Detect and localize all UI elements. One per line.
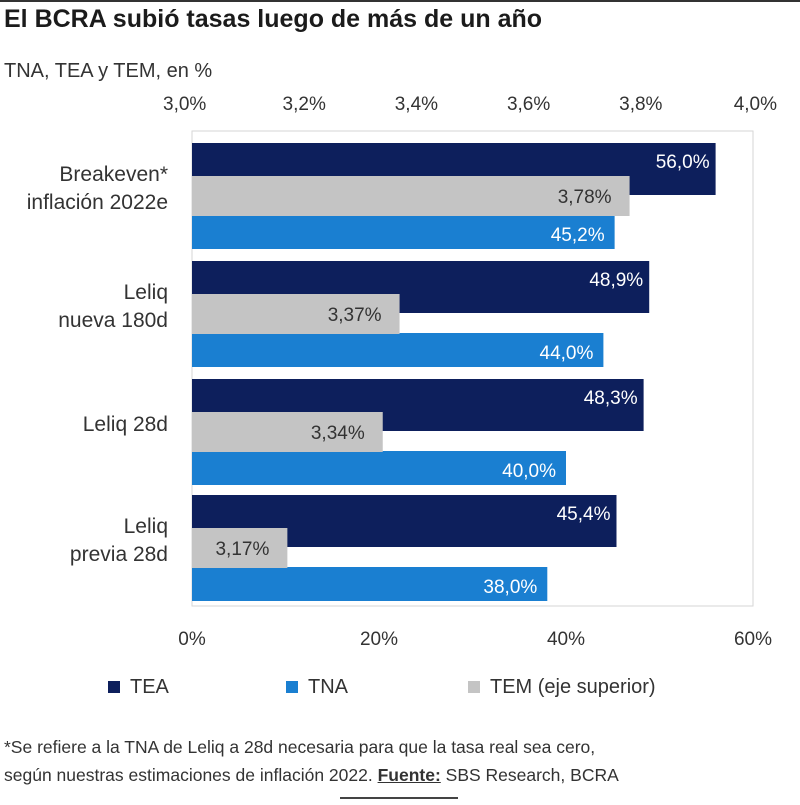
- bar-tem: [192, 412, 383, 452]
- bottom-axis-tick-label: 20%: [360, 629, 398, 650]
- legend-item-tna: TNA: [286, 672, 348, 702]
- data-label-tea: 45,4%: [557, 504, 611, 525]
- category-label: Leliq 28d: [83, 413, 168, 436]
- data-label-tem: 3,78%: [558, 187, 612, 208]
- bar-tem: [192, 294, 400, 334]
- bar-tem: [192, 528, 288, 568]
- legend-swatch-tea: [108, 681, 120, 693]
- category-label: Breakeven*: [59, 163, 168, 186]
- footnote-line-1: *Se refiere a la TNA de Leliq a 28d nece…: [4, 737, 596, 757]
- top-axis-tick-label: 3,0%: [163, 94, 206, 115]
- bottom-axis-tick-label: 40%: [547, 629, 585, 650]
- category-label: Leliq: [124, 515, 168, 538]
- data-label-tna: 40,0%: [502, 461, 556, 482]
- data-label-tna: 45,2%: [551, 225, 605, 246]
- category-label: nueva 180d: [58, 309, 168, 332]
- data-label-tna: 44,0%: [540, 343, 594, 364]
- chart-subtitle: TNA, TEA y TEM, en %: [4, 60, 213, 82]
- footnote-line-2-text: según nuestras estimaciones de inflación…: [4, 765, 378, 785]
- data-label-tea: 48,9%: [589, 270, 643, 291]
- chart-title: El BCRA subió tasas luego de más de un a…: [4, 5, 543, 33]
- source-text: SBS Research, BCRA: [440, 765, 619, 785]
- data-label-tem: 3,37%: [328, 305, 382, 326]
- legend-label-tna: TNA: [308, 675, 348, 698]
- category-label: inflación 2022e: [27, 191, 168, 214]
- bar-tna: [192, 215, 615, 249]
- bar-chart: 3,0% 3,2% 3,4% 3,6% 3,8% 4,0% 0% 20% 40% 60% Break…: [27, 94, 777, 650]
- legend-label-tea: TEA: [130, 675, 169, 698]
- footnote-line-2: según nuestras estimaciones de inflación…: [4, 761, 794, 789]
- legend: TEA TNA TEM (eje superior): [0, 672, 800, 702]
- bottom-divider: [340, 797, 458, 805]
- data-label-tea: 48,3%: [584, 388, 638, 409]
- bottom-axis-tick-label: 0%: [178, 629, 206, 650]
- bottom-axis-tick-label: 60%: [734, 629, 772, 650]
- legend-swatch-tna: [286, 681, 298, 693]
- data-label-tna: 38,0%: [483, 577, 537, 598]
- data-label-tem: 3,34%: [311, 423, 365, 444]
- data-label-tem: 3,17%: [215, 539, 269, 560]
- footnote: *Se refiere a la TNA de Leliq a 28d nece…: [4, 733, 794, 789]
- legend-label-tem: TEM (eje superior): [490, 675, 656, 698]
- bar-tna: [192, 451, 566, 485]
- plot-frame: [191, 130, 754, 607]
- top-axis-tick-label: 3,4%: [395, 94, 438, 115]
- category-label: Leliq: [124, 281, 168, 304]
- top-axis-tick-label: 3,8%: [619, 94, 662, 115]
- legend-item-tem: TEM (eje superior): [468, 672, 656, 702]
- top-axis-tick-label: 4,0%: [734, 94, 777, 115]
- top-rule: [0, 0, 800, 2]
- legend-item-tea: TEA: [108, 672, 169, 702]
- bar-tna: [192, 333, 604, 367]
- source-label: Fuente:: [377, 765, 441, 785]
- data-label-tea: 56,0%: [656, 152, 710, 173]
- top-axis-tick-label: 3,6%: [507, 94, 550, 115]
- category-label: previa 28d: [70, 543, 168, 566]
- legend-swatch-tem: [468, 681, 480, 693]
- bar-tem: [192, 176, 630, 216]
- top-axis-tick-label: 3,2%: [283, 94, 326, 115]
- bar-tna: [192, 567, 548, 601]
